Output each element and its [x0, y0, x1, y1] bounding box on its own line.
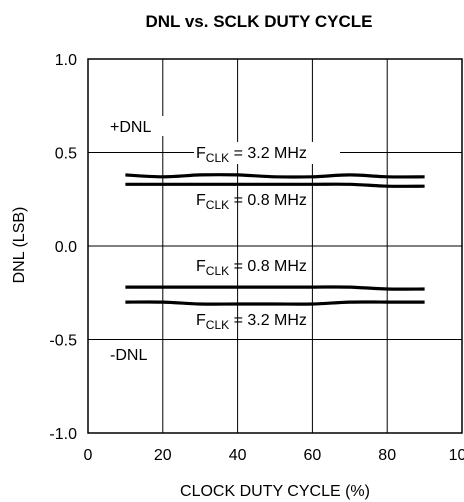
x-tick-label: 20 [154, 447, 172, 464]
series-line-2 [125, 182, 425, 188]
x-tick-label: 60 [304, 447, 322, 464]
minus-dnl-label: -DNL [110, 347, 147, 364]
fclk-32-upper-sub: CLK [206, 151, 229, 165]
x-tick-label: 80 [378, 447, 396, 464]
y-tick-label: -1.0 [49, 426, 77, 443]
series-layer [125, 173, 425, 306]
fclk-32-lower-label: FCLK = 3.2 MHz [196, 312, 307, 332]
annotation-layer: +DNL -DNL FCLK = 3.2 MHz FCLK = 0.8 MHz … [108, 116, 340, 364]
fclk-32-upper-value: = 3.2 MHz [229, 145, 307, 162]
series-line-1 [125, 173, 425, 179]
tick-layer: 0 20 40 60 80 100 1.0 0.5 0.0 -0.5 -1.0 [49, 52, 464, 464]
y-tick-label: -0.5 [49, 333, 77, 350]
fclk-32-upper-bg [194, 142, 340, 164]
x-axis-label: CLOCK DUTY CYCLE (%) [180, 483, 370, 500]
chart-title: DNL vs. SCLK DUTY CYCLE [145, 12, 372, 31]
y-tick-label: 0.0 [55, 239, 77, 256]
x-tick-label: 0 [84, 447, 93, 464]
plus-dnl-label-bg [108, 116, 165, 136]
fclk-08-lower-sub: CLK [206, 264, 229, 278]
minus-dnl-label-bg [108, 344, 158, 364]
series-line-4 [125, 300, 425, 306]
fclk-32-lower-sub: CLK [206, 318, 229, 332]
fclk-32-lower-f: F [196, 312, 206, 329]
y-tick-label: 1.0 [55, 52, 77, 69]
series-line-3 [125, 285, 425, 291]
y-axis-label: DNL (LSB) [11, 207, 28, 284]
fclk-08-lower-f: F [196, 258, 206, 275]
fclk-08-lower-label: FCLK = 0.8 MHz [196, 258, 307, 278]
plot-frame [87, 58, 463, 434]
y-tick-label: 0.5 [55, 146, 77, 163]
fclk-32-upper-f: F [196, 145, 206, 162]
x-tick-label: 100 [449, 447, 464, 464]
plus-dnl-label: +DNL [110, 119, 151, 136]
fclk-32-lower-value: = 3.2 MHz [229, 312, 307, 329]
x-tick-label: 40 [229, 447, 247, 464]
fclk-08-upper-f: F [196, 192, 206, 209]
fclk-08-upper-sub: CLK [206, 198, 229, 212]
fclk-08-upper-label: FCLK = 0.8 MHz [196, 192, 307, 212]
fclk-08-lower-value: = 0.8 MHz [229, 258, 307, 275]
fclk-08-upper-value: = 0.8 MHz [229, 192, 307, 209]
grid-layer [88, 59, 462, 433]
fclk-32-upper-label: FCLK = 3.2 MHz [196, 145, 307, 165]
